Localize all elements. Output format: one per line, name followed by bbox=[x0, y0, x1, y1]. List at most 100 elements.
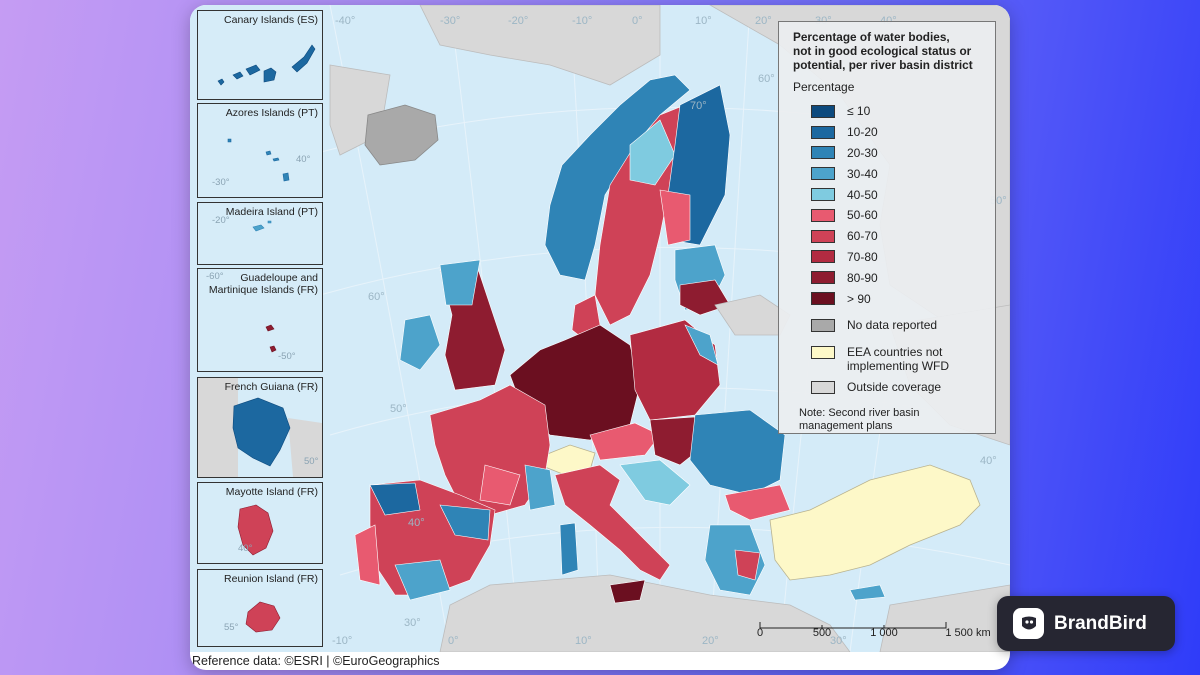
legend-label: 10-20 bbox=[847, 125, 878, 140]
graticule-label: 70° bbox=[690, 100, 707, 112]
legend-swatch bbox=[811, 188, 835, 202]
legend-swatch bbox=[811, 345, 835, 359]
scale-label: 1 500 km bbox=[945, 627, 991, 639]
graticule-label: 20° bbox=[702, 635, 719, 647]
legend-swatch bbox=[811, 271, 835, 285]
inset-graticule-label: 55° bbox=[224, 622, 239, 633]
legend-label: 20-30 bbox=[847, 145, 878, 160]
scale-bar-line bbox=[759, 622, 947, 629]
graticule-label: 30° bbox=[404, 617, 421, 629]
legend-item: 70-80 bbox=[793, 247, 985, 268]
graticule-label: 10° bbox=[575, 635, 592, 647]
graticule-label: -10° bbox=[332, 635, 353, 647]
inset-graticule-label: -20° bbox=[212, 215, 230, 226]
map-card: -40° -30° -20° -10° 0° 10° 20° 30° 40° 5… bbox=[190, 5, 1010, 670]
legend-item: 40-50 bbox=[793, 184, 985, 205]
graticule-label: -30° bbox=[440, 15, 461, 27]
graticule-label: 40° bbox=[408, 517, 425, 529]
legend-swatch bbox=[811, 229, 835, 243]
legend-label: 70-80 bbox=[847, 249, 878, 264]
legend-item: 80-90 bbox=[793, 267, 985, 288]
legend-title: Percentage of water bodies, not in good … bbox=[793, 30, 985, 72]
inset-title: Guadeloupe and Martinique Islands (FR) bbox=[208, 272, 318, 296]
legend-classes: ≤ 10 10-20 20-30 30-40 40-50 50-60 60-70 70-80 8… bbox=[793, 101, 985, 309]
legend-title-line: not in good ecological status or bbox=[793, 44, 972, 58]
scale-label: 500 bbox=[812, 627, 832, 639]
graticule-label: 60° bbox=[368, 291, 385, 303]
brandbird-logo-icon bbox=[1013, 608, 1044, 639]
graticule-label: 10° bbox=[695, 15, 712, 27]
legend-item: No data reported bbox=[793, 318, 985, 338]
legend-item: Outside coverage bbox=[793, 380, 985, 400]
legend-item: 60-70 bbox=[793, 226, 985, 247]
inset-madeira-island: Madeira Island (PT) -20° bbox=[197, 202, 323, 265]
scale-label: 1 000 bbox=[870, 627, 898, 639]
legend-label: 60-70 bbox=[847, 229, 878, 244]
inset-graticule-label: -30° bbox=[212, 177, 230, 188]
legend-item: ≤ 10 bbox=[793, 101, 985, 122]
legend-swatch bbox=[811, 208, 835, 222]
legend-label: 50-60 bbox=[847, 208, 878, 223]
inset-graticule-label: 50° bbox=[304, 456, 319, 467]
legend-swatch bbox=[811, 380, 835, 394]
inset-graticule-label: -50° bbox=[278, 351, 296, 362]
legend-subtitle: Percentage bbox=[793, 80, 855, 94]
inset-canary-islands: Canary Islands (ES) bbox=[197, 10, 323, 100]
inset-french-guiana: French Guiana (FR) 50° bbox=[197, 377, 323, 478]
inset-mayotte-island: Mayotte Island (FR) 40° bbox=[197, 482, 323, 564]
reference-data: Reference data: ©ESRI | ©EuroGeographics bbox=[192, 654, 440, 668]
inset-guadeloupe-martinique: Guadeloupe and Martinique Islands (FR) -… bbox=[197, 268, 323, 372]
map-legend: Percentage of water bodies, not in good … bbox=[778, 21, 996, 434]
inset-azores-islands: Azores Islands (PT) 40° -30° bbox=[197, 103, 323, 198]
graticule-label: 0° bbox=[448, 635, 459, 647]
inset-title: French Guiana (FR) bbox=[224, 381, 318, 393]
legend-title-line: Percentage of water bodies, bbox=[793, 30, 950, 44]
inset-graticule-label: -60° bbox=[206, 271, 224, 282]
graticule-label: 50° bbox=[390, 403, 407, 415]
graticule-label: -40° bbox=[335, 15, 356, 27]
legend-label: 40-50 bbox=[847, 187, 878, 202]
graticule-label: -20° bbox=[508, 15, 529, 27]
legend-swatch bbox=[811, 292, 835, 306]
legend-label: EEA countries not implementing WFD bbox=[847, 344, 950, 373]
legend-item: 50-60 bbox=[793, 205, 985, 226]
legend-note: Note: Second river basin management plan… bbox=[799, 406, 920, 433]
legend-label: No data reported bbox=[847, 317, 938, 332]
legend-item: > 90 bbox=[793, 288, 985, 309]
inset-title: Mayotte Island (FR) bbox=[225, 486, 318, 498]
legend-item: 30-40 bbox=[793, 163, 985, 184]
graticule-label: 40° bbox=[980, 455, 997, 467]
legend-swatch bbox=[811, 318, 835, 332]
legend-swatch bbox=[811, 250, 835, 264]
legend-swatch bbox=[811, 167, 835, 181]
brand-name: BrandBird bbox=[1054, 612, 1147, 634]
legend-label: 30-40 bbox=[847, 166, 878, 181]
legend-swatch bbox=[811, 104, 835, 118]
legend-item: 10-20 bbox=[793, 122, 985, 143]
legend-label: 80-90 bbox=[847, 270, 878, 285]
legend-label: > 90 bbox=[847, 291, 871, 306]
graticule-label: 30° bbox=[830, 635, 847, 647]
scale-bar: 0 500 1 000 1 500 km bbox=[756, 621, 992, 651]
inset-graticule-label: 40° bbox=[238, 543, 253, 554]
inset-reunion-island: Reunion Island (FR) 55° bbox=[197, 569, 323, 647]
inset-title: Reunion Island (FR) bbox=[224, 573, 318, 585]
legend-other: No data reported EEA countries not implem… bbox=[793, 318, 985, 400]
legend-item: EEA countries not implementing WFD bbox=[793, 345, 985, 373]
legend-title-line: potential, per river basin district bbox=[793, 58, 973, 72]
legend-label: ≤ 10 bbox=[847, 104, 871, 119]
inset-title: Azores Islands (PT) bbox=[225, 107, 318, 119]
inset-title: Canary Islands (ES) bbox=[224, 14, 318, 26]
legend-label: Outside coverage bbox=[847, 379, 942, 394]
graticule-label: 20° bbox=[755, 15, 772, 27]
graticule-label: -10° bbox=[572, 15, 593, 27]
graticule-label: 0° bbox=[632, 15, 643, 27]
brandbird-badge[interactable]: BrandBird bbox=[997, 596, 1175, 651]
legend-item: 20-30 bbox=[793, 143, 985, 164]
inset-graticule-label: 40° bbox=[296, 154, 311, 165]
scale-label: 0 bbox=[756, 627, 764, 639]
legend-swatch bbox=[811, 125, 835, 139]
inset-title: Madeira Island (PT) bbox=[225, 206, 318, 218]
graticule-label: 60° bbox=[758, 73, 775, 85]
legend-swatch bbox=[811, 146, 835, 160]
